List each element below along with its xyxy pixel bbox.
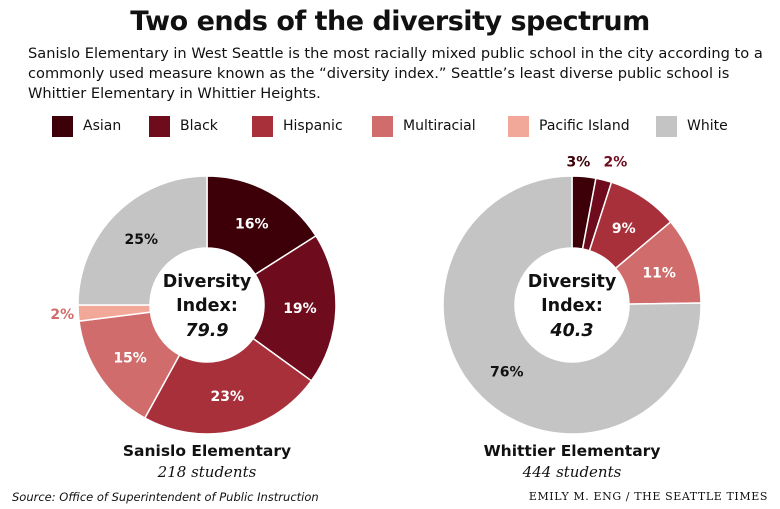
legend-item-multiracial: Multiracial	[372, 115, 476, 137]
data-label-black: 2%	[604, 155, 628, 171]
legend-item-black: Black	[149, 115, 218, 137]
legend-item-hispanic: Hispanic	[252, 115, 343, 137]
data-label-white: 25%	[124, 232, 158, 248]
center-label-line-1: Diversity	[163, 272, 252, 292]
legend-label-white: White	[687, 118, 728, 134]
data-label-multiracial: 15%	[113, 350, 147, 366]
legend-item-white: White	[656, 115, 728, 137]
slice-white	[77, 175, 208, 306]
data-label-pacific-island: 2%	[50, 307, 74, 323]
chart-description: Sanislo Elementary in West Seattle is th…	[28, 45, 763, 102]
diversity-index-value: 79.9	[185, 321, 228, 341]
legend-swatch-asian	[52, 115, 73, 137]
center-label-line-1: Diversity	[528, 272, 617, 292]
legend: Asian Black Hispanic Multiracial Pacific…	[52, 115, 752, 137]
center-label-line-2: Index:	[176, 296, 238, 316]
data-label-asian: 3%	[567, 155, 591, 171]
legend-label-asian: Asian	[83, 118, 122, 134]
data-label-hispanic: 23%	[211, 389, 245, 405]
data-label-white: 76%	[490, 364, 524, 380]
legend-label-pacific-island: Pacific Island	[539, 118, 630, 134]
slice-black	[252, 234, 337, 382]
student-count-sanislo: 218 students	[157, 463, 257, 481]
source-note: Source: Office of Superintendent of Publ…	[12, 490, 319, 504]
legend-swatch-multiracial	[372, 115, 393, 137]
legend-item-pacific-island: Pacific Island	[508, 115, 630, 137]
credit-line: EMILY M. ENG / THE SEATTLE TIMES	[528, 490, 768, 503]
student-count-whittier: 444 students	[522, 463, 622, 481]
legend-label-multiracial: Multiracial	[403, 118, 476, 134]
data-label-asian: 16%	[235, 217, 269, 233]
slice-hispanic	[143, 337, 313, 435]
school-name-whittier: Whittier Elementary	[483, 442, 661, 460]
legend-swatch-hispanic	[252, 115, 273, 137]
legend-label-black: Black	[180, 118, 218, 134]
donut-chart-sanislo: 16% 19% 23% 15% 2% 25% Diversity Index: 79.9	[50, 175, 337, 435]
data-label-black: 19%	[283, 301, 317, 317]
data-label-multiracial: 11%	[642, 265, 676, 281]
center-label-line-2: Index:	[541, 296, 603, 316]
school-name-sanislo: Sanislo Elementary	[122, 442, 292, 460]
donut-chart-whittier: 3% 2% 9% 11% 76% Diversity Index: 40.3	[442, 155, 702, 435]
legend-swatch-pacific-island	[508, 115, 529, 137]
chart-title: Two ends of the diversity spectrum	[130, 6, 650, 37]
legend-label-hispanic: Hispanic	[283, 118, 343, 134]
legend-swatch-black	[149, 115, 170, 137]
legend-swatch-white	[656, 115, 677, 137]
data-label-hispanic: 9%	[612, 221, 636, 237]
legend-item-asian: Asian	[52, 115, 121, 137]
slice-white	[442, 175, 702, 435]
diversity-index-value: 40.3	[549, 321, 593, 341]
